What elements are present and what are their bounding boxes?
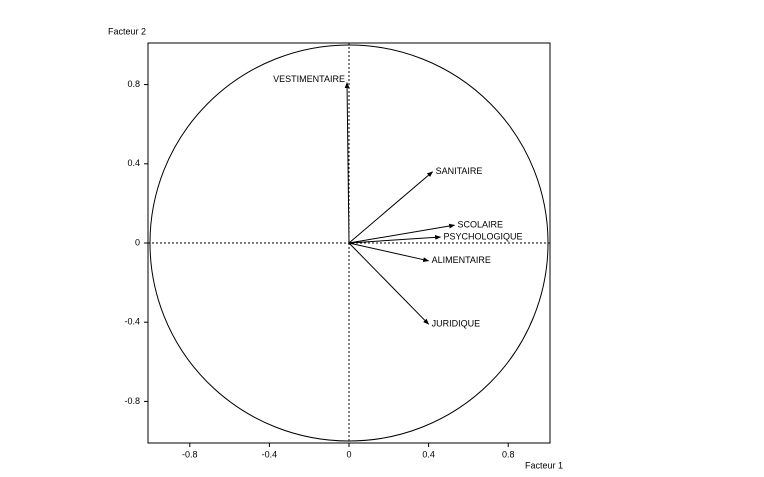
vector-arrow (344, 82, 350, 244)
y-tick-label: 0.4 (127, 158, 140, 168)
y-axis-label: Facteur 2 (108, 26, 146, 36)
vector-arrow (348, 235, 442, 244)
x-tick-label: 0.8 (502, 449, 515, 459)
vector-label: ALIMENTAIRE (432, 255, 491, 265)
x-tick-label: -0.8 (182, 449, 198, 459)
vector-arrow (348, 242, 430, 262)
y-tick-label: -0.4 (124, 317, 140, 327)
x-axis-label: Facteur 1 (525, 460, 563, 470)
unit-circle (149, 44, 549, 442)
vector-arrow (348, 242, 430, 325)
x-tick-label: -0.4 (262, 449, 278, 459)
y-tick-label: -0.8 (124, 396, 140, 406)
x-tick-label: 0.4 (422, 449, 435, 459)
vector-arrow (348, 223, 456, 244)
y-tick-label: 0.8 (127, 79, 140, 89)
y-tick-label: 0 (135, 237, 140, 247)
vector-label: JURIDIQUE (432, 319, 481, 329)
vector-label: SCOLAIRE (457, 220, 503, 230)
vector-label: PSYCHOLOGIQUE (444, 231, 523, 241)
vector-arrow (348, 171, 434, 244)
vector-label: SANITAIRE (436, 166, 483, 176)
x-tick-label: 0 (346, 449, 351, 459)
vector-label: VESTIMENTAIRE (273, 74, 345, 84)
